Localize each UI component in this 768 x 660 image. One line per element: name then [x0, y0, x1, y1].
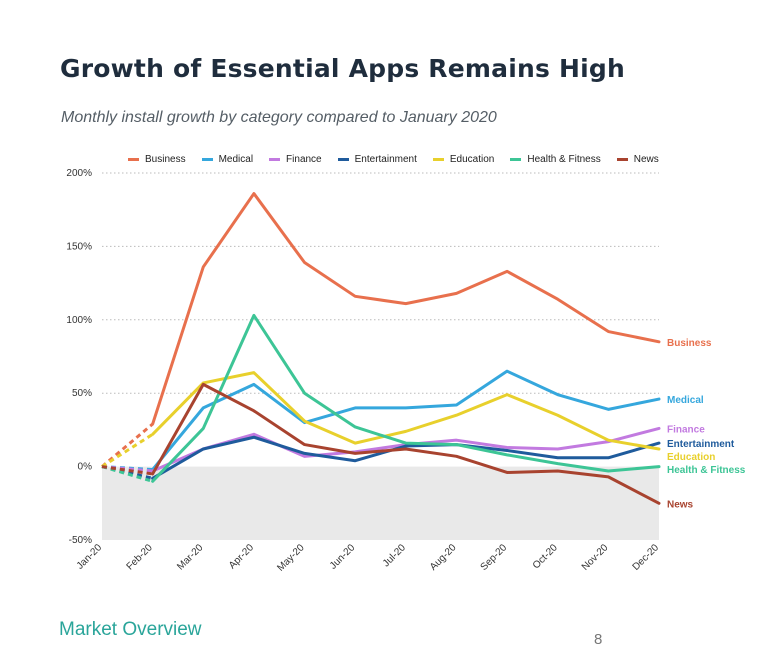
x-tick-label: Jul-20	[381, 542, 408, 569]
x-tick-label: Sep-20	[479, 542, 510, 573]
legend-label: Medical	[218, 154, 254, 165]
x-tick-label: Apr-20	[227, 542, 256, 571]
series-line	[151, 313, 661, 483]
series-end-label-news: News	[667, 499, 694, 510]
series-medical	[101, 369, 661, 472]
y-tick-label: 50%	[72, 388, 92, 399]
section-footer: Market Overview	[59, 619, 202, 640]
y-tick-label: 0%	[78, 462, 93, 473]
series-line	[151, 371, 661, 451]
series-end-label-education: Education	[667, 452, 715, 463]
negative-region	[102, 466, 659, 540]
page-title: Growth of Essential Apps Remains High	[60, 54, 625, 83]
legend-label: Business	[145, 154, 186, 165]
legend-item-business: Business	[128, 154, 186, 165]
legend-swatch	[269, 158, 281, 161]
page-subtitle: Monthly install growth by category compa…	[61, 109, 497, 126]
x-tick-label: Aug-20	[428, 542, 459, 573]
legend-label: Health & Fitness	[527, 154, 601, 165]
legend-swatch	[616, 158, 628, 161]
legend-swatch	[337, 158, 349, 161]
legend-swatch	[432, 158, 444, 161]
series-line	[151, 192, 661, 426]
legend-item-education: Education	[432, 154, 495, 165]
legend-label: Finance	[286, 154, 322, 165]
legend-swatch	[510, 158, 522, 161]
series-end-label-business: Business	[667, 338, 712, 349]
legend-item-finance: Finance	[269, 154, 322, 165]
legend-item-health-and-fitness: Health & Fitness	[510, 154, 601, 165]
y-tick-label: 100%	[66, 315, 92, 326]
page-number: 8	[594, 631, 603, 648]
series-health-and-fitness	[101, 313, 661, 483]
series-end-label-finance: Finance	[667, 424, 705, 435]
x-tick-label: Feb-20	[125, 542, 155, 572]
series-line	[151, 369, 661, 472]
series-end-label-medical: Medical	[667, 395, 704, 406]
x-tick-label: Oct-20	[531, 542, 560, 571]
legend-item-entertainment: Entertainment	[337, 154, 417, 165]
chart-legend: Business Medical Finance Entertainment Educa…	[128, 154, 659, 165]
series-line	[151, 435, 661, 480]
y-tick-label: -50%	[69, 535, 92, 546]
series-news	[101, 382, 661, 505]
x-tick-label: Mar-20	[175, 542, 205, 572]
series-business	[101, 192, 661, 468]
x-tick-label: May-20	[275, 542, 307, 574]
x-tick-label: Dec-20	[631, 542, 662, 573]
series-end-label-entertainment: Entertainment	[667, 439, 735, 450]
series-education	[101, 371, 661, 468]
series-entertainment	[101, 435, 661, 480]
x-tick-label: Jan-20	[75, 542, 105, 572]
y-tick-label: 200%	[66, 168, 92, 179]
y-tick-label: 150%	[66, 241, 92, 252]
legend-label: News	[633, 154, 659, 165]
legend-swatch	[128, 158, 139, 161]
x-tick-label: Jun-20	[328, 542, 358, 572]
series-line-dashed	[101, 433, 154, 468]
legend-item-news: News	[616, 154, 659, 165]
series-end-label-health-and-fitness: Health & Fitness	[667, 465, 746, 476]
legend-swatch	[201, 158, 213, 161]
x-tick-label: Nov-20	[580, 542, 611, 573]
legend-label: Entertainment	[354, 154, 417, 165]
line-chart: -50% 0% 50% 100% 150% 200% Jan-20 Feb-20 Mar-20 A…	[66, 168, 746, 574]
series-line	[151, 382, 661, 505]
legend-label: Education	[449, 154, 495, 165]
legend-item-medical: Medical	[201, 154, 254, 165]
